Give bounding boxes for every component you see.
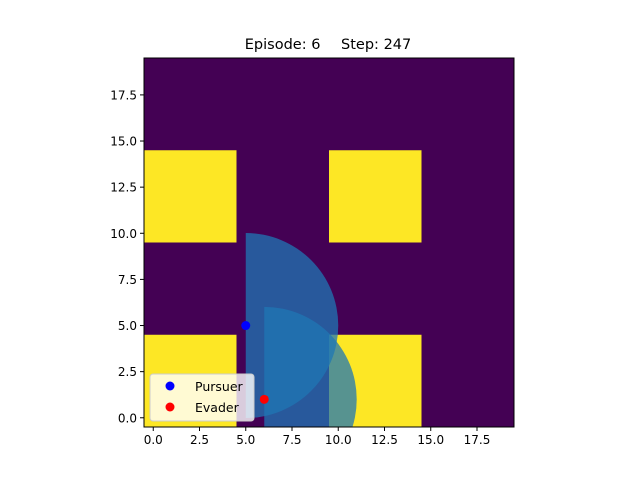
x-tick-label: 5.0 bbox=[236, 433, 255, 447]
step-number: 247 bbox=[384, 37, 412, 53]
x-tick-label: 15.0 bbox=[417, 433, 444, 447]
x-tick-label: 2.5 bbox=[190, 433, 209, 447]
x-tick-label: 17.5 bbox=[464, 433, 491, 447]
episode-label: Episode: bbox=[245, 37, 307, 53]
obstacle-block-1 bbox=[144, 150, 237, 243]
y-axis-ticks: 0.0 2.5 5.0 7.5 10.0 12.5 15.0 17.5 bbox=[110, 88, 144, 425]
evader-marker bbox=[259, 394, 269, 404]
y-tick-label: 12.5 bbox=[110, 181, 137, 195]
pursuer-marker bbox=[241, 321, 251, 331]
x-tick-label: 7.5 bbox=[282, 433, 301, 447]
evader-fov-area bbox=[264, 306, 357, 427]
y-tick-label: 5.0 bbox=[118, 319, 137, 333]
y-tick-label: 7.5 bbox=[118, 273, 137, 287]
grid-world-plot bbox=[144, 58, 514, 427]
y-tick-label: 15.0 bbox=[110, 135, 137, 149]
x-tick-label: 12.5 bbox=[371, 433, 398, 447]
y-tick-label: 10.0 bbox=[110, 227, 137, 241]
field-of-view-layer bbox=[245, 233, 357, 427]
y-tick-label: 17.5 bbox=[110, 88, 137, 102]
y-tick-label: 2.5 bbox=[118, 365, 137, 379]
legend-box bbox=[149, 373, 255, 422]
step-label: Step: bbox=[341, 37, 379, 53]
legend: Pursuer Evader bbox=[149, 373, 255, 422]
legend-marker-evader bbox=[165, 402, 175, 412]
agent-layer bbox=[241, 321, 269, 404]
plot-frame bbox=[143, 57, 515, 428]
figure-title: Episode: 6 Step: 247 bbox=[245, 37, 412, 53]
legend-label-evader: Evader bbox=[195, 400, 240, 415]
x-axis-ticks: 0.0 2.5 5.0 7.5 10.0 12.5 15.0 17.5 bbox=[144, 427, 491, 447]
x-tick-label: 0.0 bbox=[144, 433, 163, 447]
x-tick-label: 10.0 bbox=[325, 433, 352, 447]
episode-number: 6 bbox=[311, 37, 320, 53]
y-tick-label: 0.0 bbox=[118, 411, 137, 425]
legend-marker-pursuer bbox=[165, 381, 175, 391]
obstacle-block-2 bbox=[329, 150, 422, 243]
legend-label-pursuer: Pursuer bbox=[195, 379, 244, 394]
